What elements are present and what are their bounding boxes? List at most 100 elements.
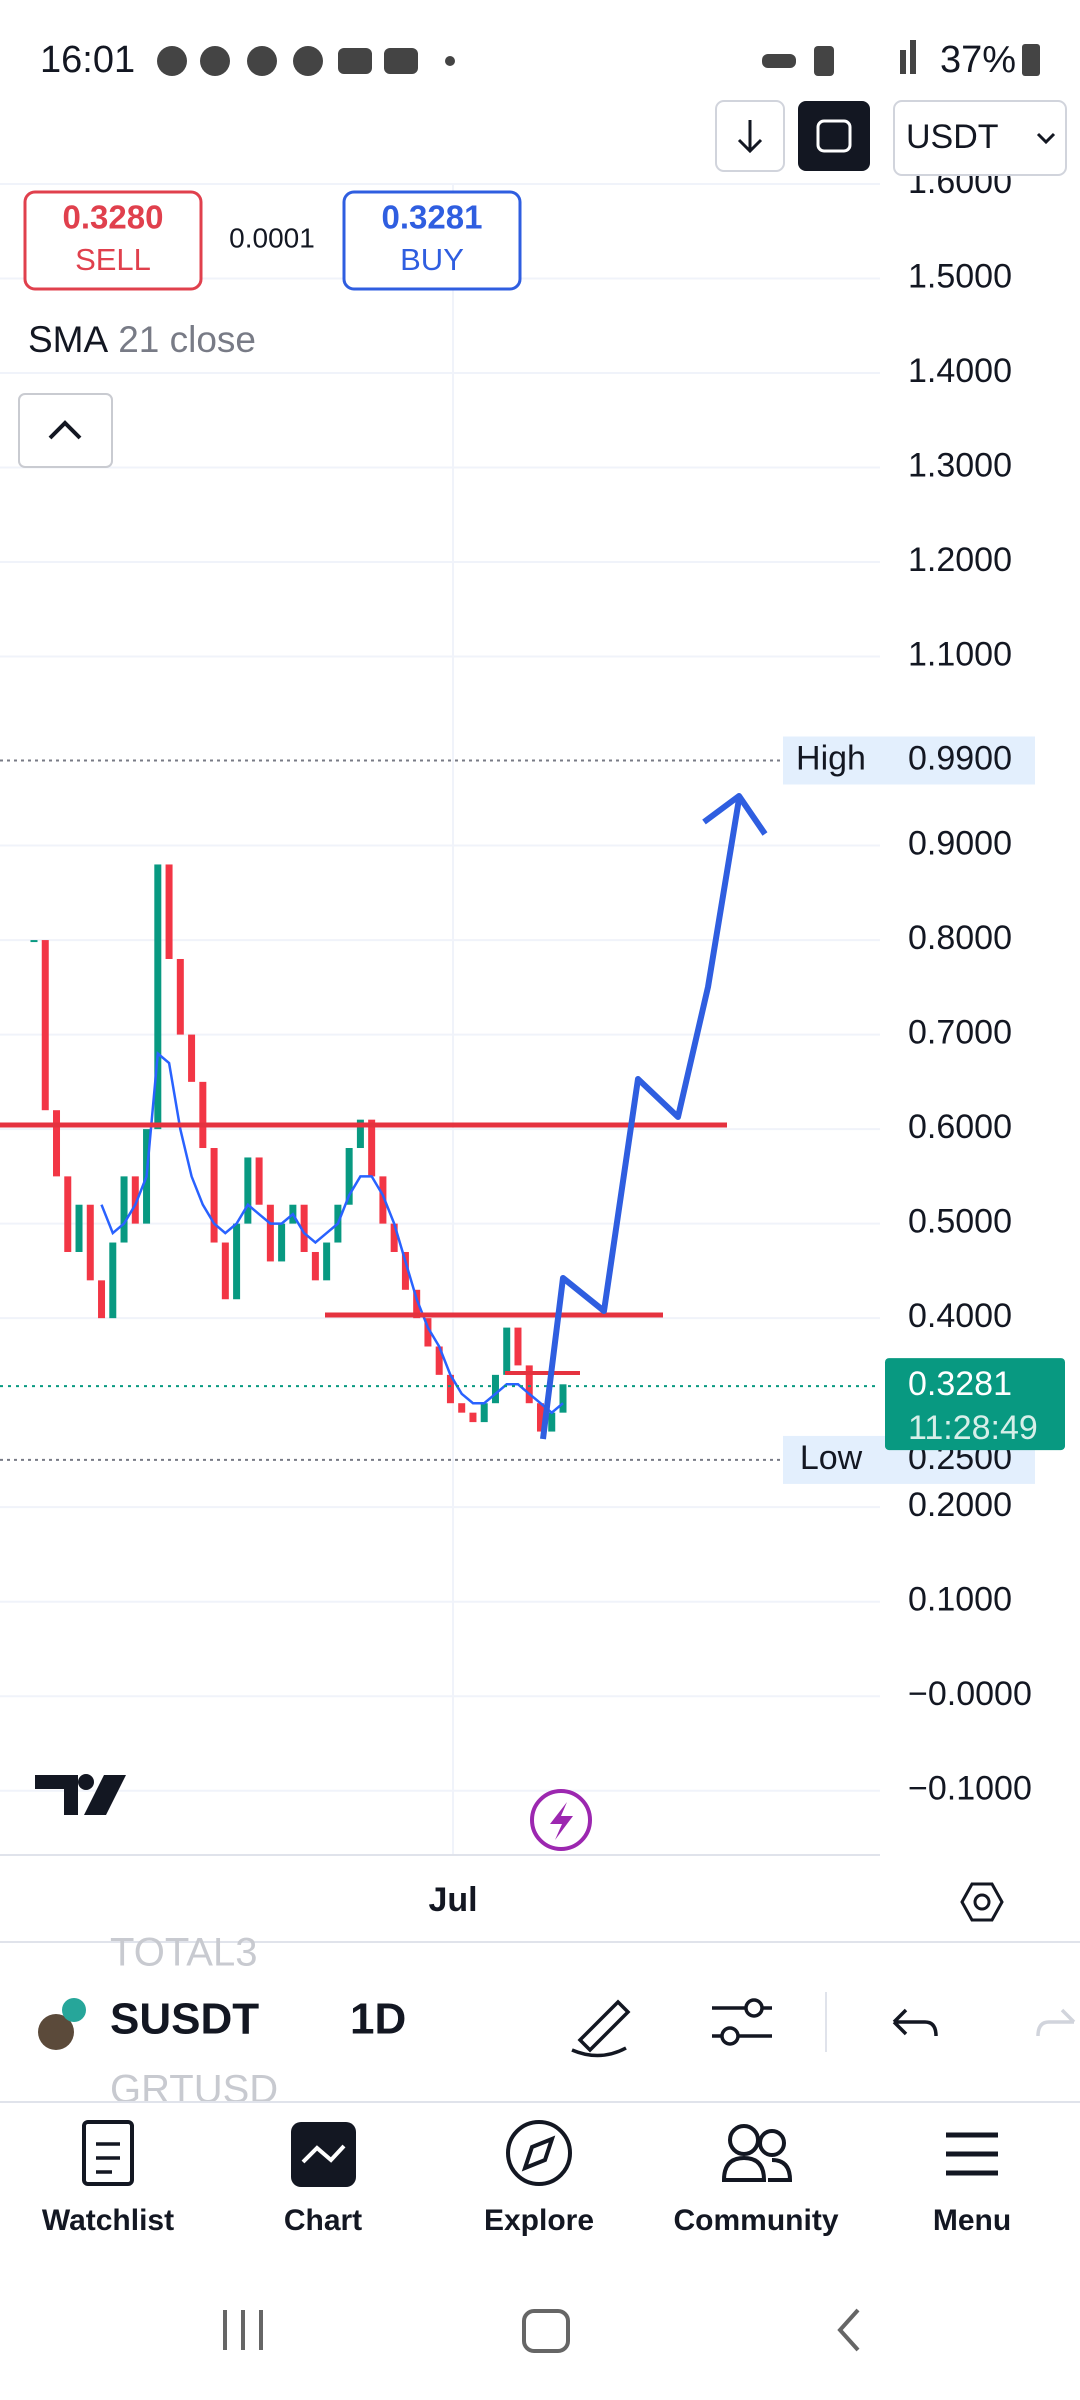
y-tick-label: −0.1000 (908, 1770, 1032, 1808)
sell-label: SELL (75, 242, 151, 277)
symbol[interactable]: SUSDT (110, 1995, 259, 2044)
tradingview-logo-dot (78, 1774, 94, 1790)
indicators-button[interactable] (712, 1998, 772, 2046)
drawn-projection-path (540, 798, 742, 1440)
undo-button[interactable] (892, 2008, 938, 2037)
explore-needle (521, 2135, 556, 2172)
fullscreen-button[interactable] (798, 101, 870, 171)
candle (300, 1204, 308, 1252)
next-symbol: GRTUSD (110, 2068, 278, 2112)
app-icon (247, 46, 277, 76)
candle (424, 1318, 432, 1347)
candle (41, 940, 49, 1111)
currency-label: USDT (906, 118, 999, 156)
candle (491, 1374, 499, 1404)
nav-label[interactable]: Explore (484, 2204, 594, 2237)
last-price-bg (885, 1358, 1065, 1451)
slider-knob (720, 2026, 740, 2046)
candle (53, 1110, 61, 1177)
y-tick-label: 0.9000 (908, 825, 1012, 863)
candle (244, 1157, 252, 1224)
nav-label[interactable]: Community (674, 2204, 839, 2237)
candle (120, 1176, 128, 1243)
currency-dropdown[interactable] (893, 100, 1067, 176)
spread: 0.0001 (229, 222, 315, 253)
nav-label[interactable]: Chart (284, 2204, 362, 2237)
y-tick-label: −0.0000 (908, 1675, 1032, 1713)
candle (401, 1251, 409, 1290)
app-icon (200, 46, 230, 76)
candle (390, 1223, 398, 1252)
redo-button[interactable] (1036, 2008, 1076, 2037)
candle (30, 940, 38, 943)
candle (278, 1223, 286, 1262)
candle (154, 864, 162, 1130)
low-label-bg (783, 1435, 880, 1484)
watchlist-icon-lines (96, 2142, 120, 2174)
candle (536, 1403, 544, 1432)
nav-labels: Watchlist Chart Explore Community Menu (42, 2204, 1011, 2237)
chart-icon-line (301, 2144, 346, 2164)
system-back[interactable] (837, 2308, 860, 2352)
interval[interactable]: 1D (350, 1995, 406, 2044)
nav-label[interactable]: Menu (933, 2204, 1011, 2237)
battery-level: 37% (940, 39, 1016, 81)
status-time: 16:01 (40, 39, 135, 81)
y-tick-label: 1.1000 (908, 636, 1012, 674)
drawn-arrowhead (702, 793, 768, 836)
collapse-icon (48, 420, 82, 440)
y-tick-label: 0.6000 (908, 1108, 1012, 1146)
signal-icon (900, 50, 906, 74)
signal-icon (910, 40, 916, 74)
buy-button[interactable] (342, 190, 522, 291)
draw-tool-button[interactable] (571, 1999, 631, 2058)
y-tick-label: 0.1000 (908, 1581, 1012, 1619)
y-tick-label: 1.2000 (908, 541, 1012, 579)
candle (221, 1242, 229, 1300)
drawings (0, 793, 768, 1440)
low-label: Low (800, 1439, 863, 1477)
lightning-icon (550, 1802, 573, 1840)
indicator-legend: SMA 21 close (28, 319, 256, 360)
candle (435, 1346, 443, 1375)
dropdown-caret (1036, 132, 1056, 145)
candle (131, 1176, 139, 1224)
y-tick-label: 0.5000 (908, 1203, 1012, 1241)
collapse-button[interactable] (18, 393, 113, 468)
candle (210, 1148, 218, 1243)
symbol-icon-badge (62, 1998, 86, 2022)
candle (64, 1176, 72, 1252)
y-tick-label: 1.5000 (908, 257, 1012, 295)
download-icon (737, 120, 763, 154)
candle (86, 1204, 94, 1281)
system-recents[interactable] (223, 2310, 263, 2350)
app-icon (157, 46, 187, 76)
candle (379, 1176, 387, 1224)
candle (255, 1157, 263, 1205)
nav-label[interactable]: Watchlist (42, 2204, 174, 2237)
high-label-bg (783, 736, 880, 785)
dot (445, 56, 455, 66)
candle (446, 1374, 454, 1404)
tradingview-logo (35, 1775, 126, 1815)
candle (514, 1327, 522, 1366)
indicator-name: SMA (28, 319, 109, 360)
candle (165, 864, 173, 959)
app-icon (338, 48, 372, 74)
fullscreen-icon (816, 119, 852, 153)
community-icon-bodies (721, 2155, 793, 2182)
candle (559, 1384, 567, 1413)
candle (266, 1204, 274, 1262)
app-icon (293, 46, 323, 76)
settings-button[interactable] (960, 1882, 1004, 1922)
system-home[interactable] (522, 2309, 570, 2353)
y-tick-label: 1.4000 (908, 352, 1012, 390)
time-axis-label: Jul (428, 1881, 477, 1919)
y-tick-label: 0.4000 (908, 1297, 1012, 1335)
sell-button[interactable] (23, 190, 203, 291)
sell-price: 0.3280 (63, 199, 164, 236)
candle (458, 1403, 466, 1413)
bottom-nav (82, 2120, 998, 2187)
